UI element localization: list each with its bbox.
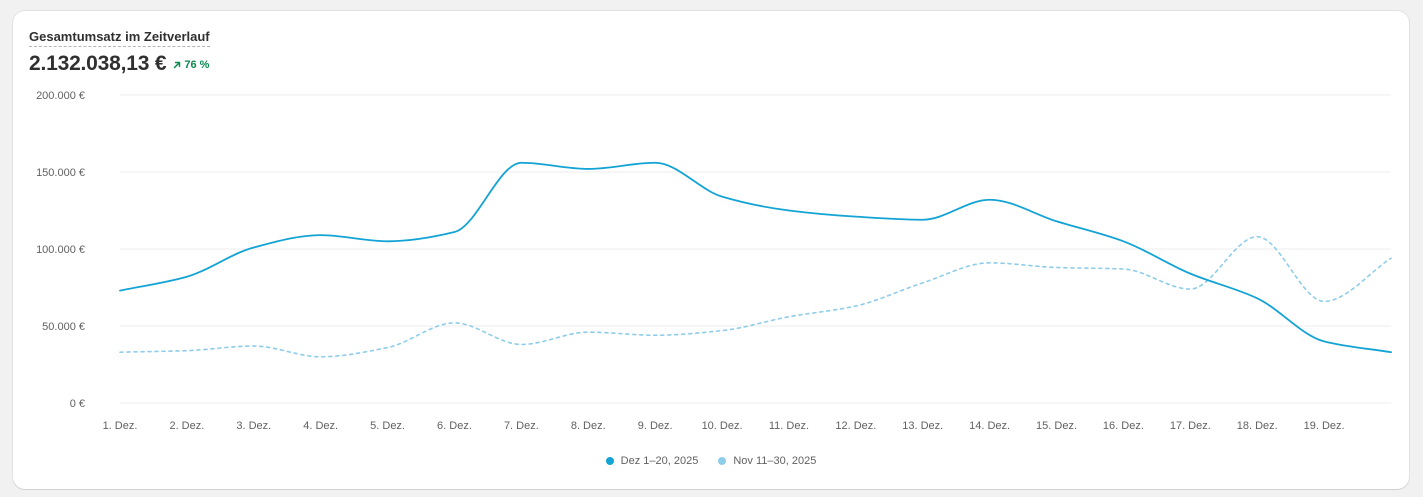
x-tick-label: 5. Dez. bbox=[370, 420, 405, 432]
legend-item[interactable]: Nov 11–30, 2025 bbox=[718, 455, 816, 467]
y-tick-label: 100.000 € bbox=[36, 244, 85, 256]
delta-badge: 76 % bbox=[172, 59, 209, 71]
line-chart[interactable]: 0 € 50.000 € 100.000 € 150.000 € 200.000 € 1… bbox=[13, 11, 1409, 451]
x-tick-label: 15. Dez. bbox=[1036, 420, 1077, 432]
grid-lines bbox=[120, 94, 1391, 404]
x-tick-label: 18. Dez. bbox=[1237, 420, 1278, 432]
x-tick-label: 8. Dez. bbox=[571, 420, 606, 432]
chart-title[interactable]: Gesamtumsatz im Zeitverlauf bbox=[29, 29, 210, 47]
x-axis: 1. Dez. 2. Dez. 3. Dez. 4. Dez. 5. Dez. 6. De… bbox=[103, 420, 1345, 432]
x-tick-label: 2. Dez. bbox=[169, 420, 204, 432]
series-line-current[interactable] bbox=[119, 161, 1392, 354]
series-line-comparison[interactable] bbox=[119, 235, 1392, 358]
y-axis: 0 € 50.000 € 100.000 € 150.000 € 200.000 € bbox=[36, 90, 85, 410]
arrow-up-right-icon bbox=[174, 61, 181, 69]
x-tick-label: 9. Dez. bbox=[638, 420, 673, 432]
x-tick-label: 1. Dez. bbox=[103, 420, 138, 432]
x-tick-label: 7. Dez. bbox=[504, 420, 539, 432]
y-tick-label: 150.000 € bbox=[36, 167, 85, 179]
x-tick-label: 17. Dez. bbox=[1170, 420, 1211, 432]
y-tick-label: 50.000 € bbox=[42, 321, 85, 333]
series-lines bbox=[119, 161, 1392, 358]
x-tick-label: 19. Dez. bbox=[1304, 420, 1345, 432]
x-tick-label: 12. Dez. bbox=[835, 420, 876, 432]
y-tick-label: 0 € bbox=[70, 398, 85, 410]
total-revenue-value: 2.132.038,13 € bbox=[29, 52, 167, 75]
legend-label: Nov 11–30, 2025 bbox=[733, 455, 817, 467]
total-row: 2.132.038,13 € 76 % bbox=[29, 52, 209, 76]
x-tick-label: 11. Dez. bbox=[769, 420, 809, 432]
delta-value: 76 % bbox=[184, 59, 210, 71]
legend-item[interactable]: Dez 1–20, 2025 bbox=[605, 455, 699, 467]
legend-label: Dez 1–20, 2025 bbox=[620, 455, 699, 467]
chart-legend: Dez 1–20, 2025 Nov 11–30, 2025 bbox=[13, 455, 1409, 467]
x-tick-label: 6. Dez. bbox=[437, 420, 472, 432]
y-tick-label: 200.000 € bbox=[36, 90, 85, 102]
x-tick-label: 3. Dez. bbox=[236, 420, 271, 432]
legend-dot-icon bbox=[605, 457, 614, 465]
revenue-chart-card: Gesamtumsatz im Zeitverlauf 2.132.038,13… bbox=[13, 11, 1409, 489]
x-tick-label: 10. Dez. bbox=[702, 420, 743, 432]
x-tick-label: 16. Dez. bbox=[1103, 420, 1144, 432]
x-tick-label: 14. Dez. bbox=[969, 420, 1010, 432]
x-tick-label: 13. Dez. bbox=[902, 420, 943, 432]
x-tick-label: 4. Dez. bbox=[303, 420, 338, 432]
legend-dot-icon bbox=[718, 457, 727, 465]
